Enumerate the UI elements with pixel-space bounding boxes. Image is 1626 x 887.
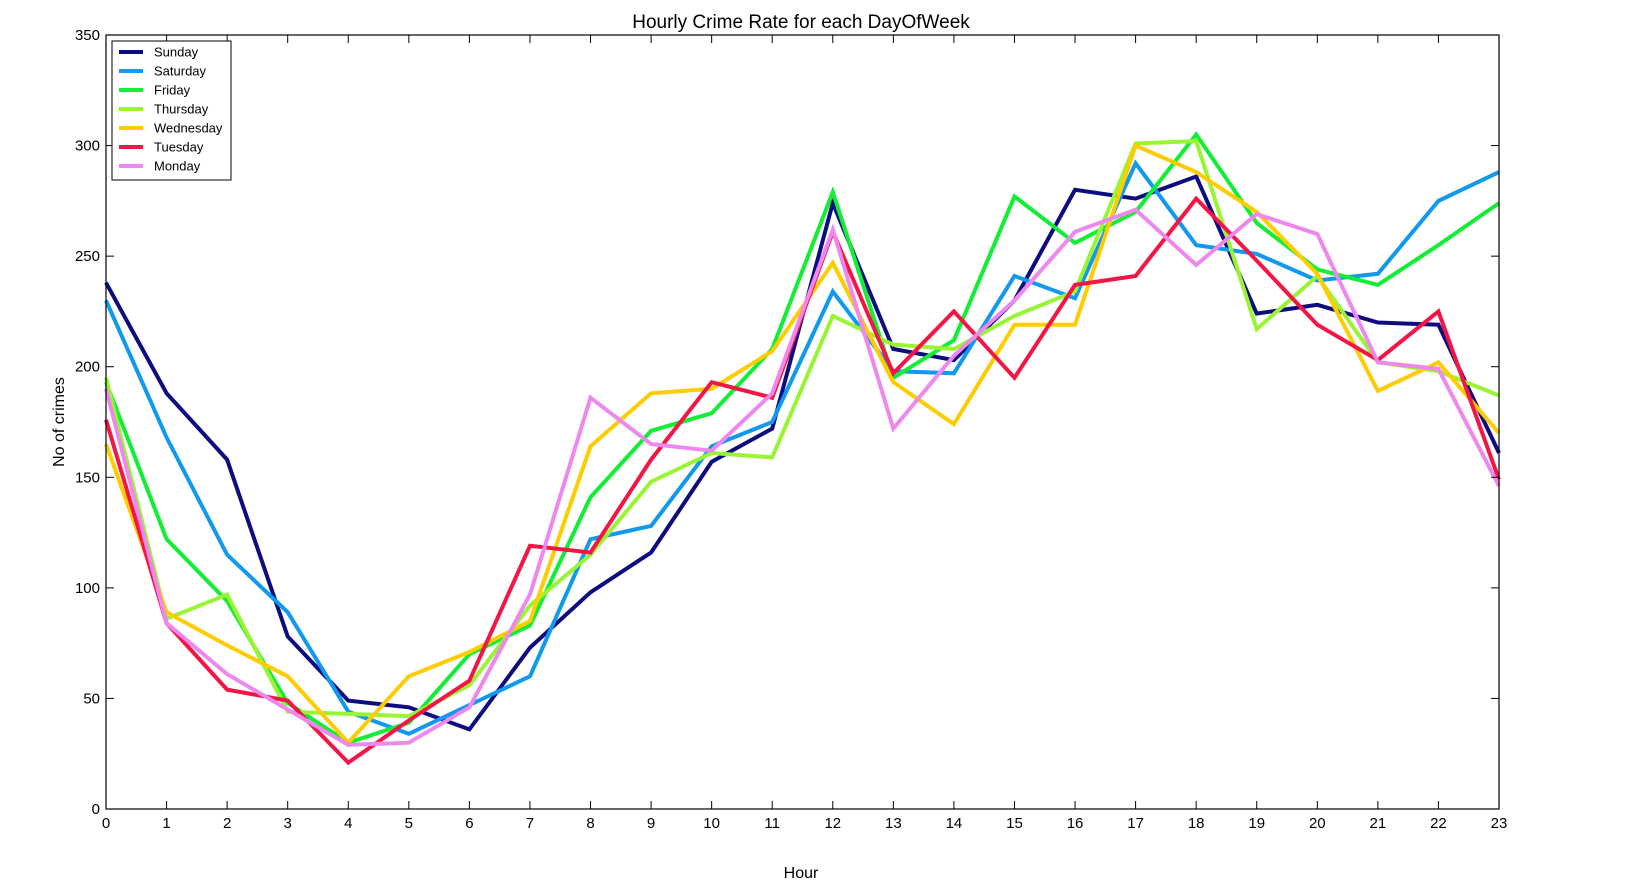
x-tick-label: 21	[1370, 815, 1387, 832]
legend-label-friday: Friday	[154, 83, 191, 98]
legend-label-wednesday: Wednesday	[154, 121, 223, 136]
y-tick-label: 0	[92, 801, 100, 818]
y-tick-label: 300	[75, 138, 100, 155]
x-tick-label: 1	[162, 815, 170, 832]
legend-label-monday: Monday	[154, 159, 201, 174]
x-tick-label: 15	[1006, 815, 1023, 832]
x-tick-label: 16	[1067, 815, 1084, 832]
series-line-thursday	[104, 139, 1500, 719]
x-tick-label: 5	[405, 815, 413, 832]
y-tick-label: 150	[75, 469, 100, 486]
x-tick-label: 6	[465, 815, 473, 832]
x-tick-label: 10	[703, 815, 720, 832]
x-tick-label: 18	[1188, 815, 1205, 832]
x-tick-label: 14	[946, 815, 963, 832]
plot-frame	[105, 34, 1500, 810]
x-tick-label: 12	[824, 815, 841, 832]
legend: Sunday Saturday Friday Thursday Wednesday Tue…	[111, 40, 232, 181]
x-tick-label: 4	[344, 815, 352, 832]
x-axis-title: Hour	[784, 865, 819, 882]
y-tick-label: 250	[75, 248, 100, 265]
x-tick-label: 7	[526, 815, 534, 832]
x-tick-label: 19	[1248, 815, 1265, 832]
series-line-monday	[104, 207, 1501, 747]
legend-label-saturday: Saturday	[154, 64, 207, 79]
x-tick-label: 22	[1430, 815, 1447, 832]
y-tick-label: 50	[83, 690, 100, 707]
legend-label-sunday: Sunday	[154, 45, 199, 60]
x-tick-label: 20	[1309, 815, 1326, 832]
chart-title: Hourly Crime Rate for each DayOfWeek	[632, 12, 970, 33]
x-tick-label: 8	[586, 815, 594, 832]
series-line-friday	[104, 131, 1501, 745]
x-tick-label: 17	[1127, 815, 1144, 832]
legend-label-tuesday: Tuesday	[154, 140, 204, 155]
series-layer	[104, 131, 1501, 766]
y-tick-label: 350	[75, 27, 100, 44]
x-tick-label: 13	[885, 815, 902, 832]
x-tick-label: 2	[223, 815, 231, 832]
x-tick-label: 9	[647, 815, 655, 832]
x-tick-label: 0	[102, 815, 110, 832]
x-tick-label: 11	[764, 815, 780, 832]
y-tick-label: 200	[75, 359, 100, 376]
x-tick-label: 3	[284, 815, 292, 832]
y-tick-label: 100	[75, 580, 100, 597]
series-line-saturday	[104, 159, 1500, 736]
y-axis-title: No of crimes	[51, 377, 68, 467]
axes-layer: 0 1 2 3 4 5 6 7 8 9 10 11 12 13 14 15 16 17 18 19 20 21 22 2305…	[75, 27, 1507, 832]
legend-label-thursday: Thursday	[154, 102, 209, 117]
x-tick-label: 23	[1491, 815, 1508, 832]
